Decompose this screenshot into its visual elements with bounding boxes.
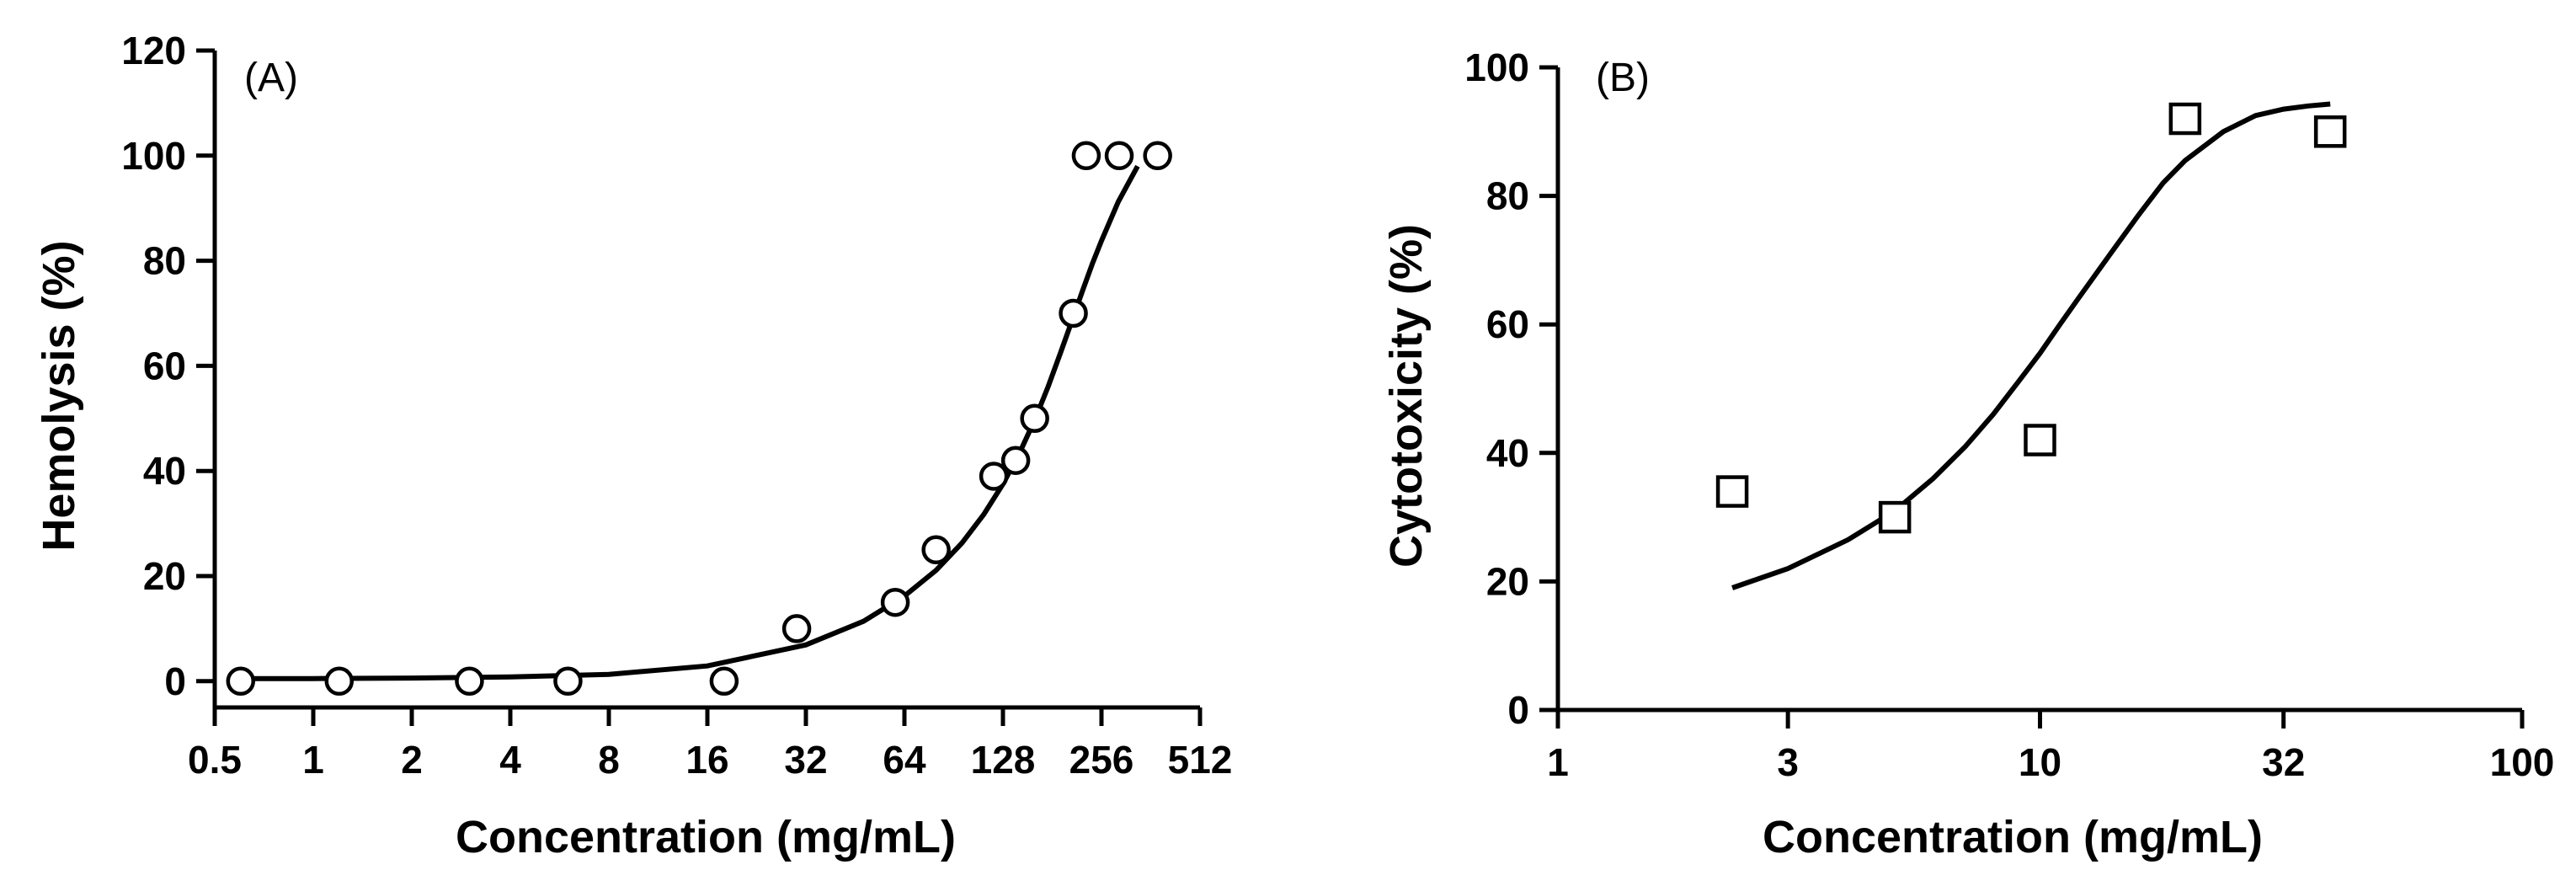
- x-tick-label: 128: [971, 738, 1036, 782]
- x-axis-title: Concentration (mg/mL): [1763, 812, 2263, 862]
- y-tick-label: 20: [1486, 559, 1529, 603]
- data-point: [2024, 424, 2056, 456]
- data-point: [1104, 141, 1134, 171]
- data-point: [979, 462, 1009, 491]
- fit-curve: [1731, 101, 2331, 590]
- x-tick-label: 1: [302, 738, 324, 782]
- y-axis-title: Hemolysis (%): [34, 240, 84, 551]
- data-point: [1059, 298, 1088, 328]
- fit-curve-group: [240, 164, 1140, 681]
- data-point: [1715, 475, 1749, 508]
- data-point: [2168, 102, 2202, 136]
- x-tick-label: 8: [598, 738, 620, 782]
- x-axis-title: Concentration (mg/mL): [456, 812, 956, 862]
- y-tick-label: 120: [121, 29, 186, 72]
- x-tick-label: 32: [784, 738, 827, 782]
- x-tick-label: 2: [401, 738, 423, 782]
- fit-curve-group: [1731, 101, 2331, 590]
- y-tick-label: 100: [1464, 45, 1529, 89]
- x-tick-label: 32: [2262, 740, 2305, 784]
- x-tick-label: 4: [499, 738, 521, 782]
- y-tick-label: 60: [1486, 302, 1529, 346]
- data-point: [1071, 141, 1101, 171]
- data-point: [1020, 403, 1049, 434]
- y-tick-label: 0: [1507, 688, 1529, 732]
- data-point: [921, 535, 951, 565]
- data-point: [324, 666, 355, 697]
- data-point: [1878, 500, 1912, 534]
- x-tick-label: 3: [1777, 740, 1799, 784]
- axes: 0 20 40 60 80 100 1 3 10 32 100: [1464, 45, 2554, 784]
- y-tick-label: 40: [1486, 431, 1529, 475]
- fit-curve: [240, 164, 1140, 681]
- x-tick-label: 64: [883, 738, 926, 782]
- y-axis-title: Cytotoxicity (%): [1381, 224, 1432, 568]
- data-point: [553, 666, 583, 697]
- y-tick-label: 60: [143, 344, 186, 387]
- data-point: [2313, 115, 2347, 148]
- data-point: [455, 666, 484, 697]
- y-tick-label: 0: [164, 659, 186, 703]
- y-tick-label: 40: [143, 449, 186, 493]
- axes: 0 20 40 60 80 100 120 0.5 1 2 4 8 16 32 64 128 256 512: [121, 29, 1232, 782]
- x-tick-label: 100: [2490, 740, 2555, 784]
- data-points: [1715, 102, 2347, 534]
- y-tick-label: 20: [143, 554, 186, 598]
- x-tick-label: 10: [2019, 740, 2061, 784]
- data-point: [1143, 141, 1172, 171]
- panel-label: (B): [1596, 56, 1650, 100]
- panel-label: (A): [244, 56, 298, 100]
- y-tick-label: 80: [1486, 174, 1529, 218]
- data-point: [226, 666, 256, 697]
- cytotoxicity-chart: (B) Concentration (mg/mL) Cytotoxicity (…: [1381, 45, 2554, 862]
- x-tick-label: 16: [685, 738, 728, 782]
- data-point: [781, 614, 812, 643]
- x-tick-label: 256: [1069, 738, 1134, 782]
- data-point: [709, 666, 739, 697]
- data-point: [1000, 446, 1031, 475]
- hemolysis-chart: (A) Concentration (mg/mL) Hemolysis (%) …: [34, 29, 1232, 862]
- x-tick-label: 1: [1547, 740, 1569, 784]
- x-tick-label: 0.5: [188, 738, 242, 782]
- data-points: [226, 141, 1172, 697]
- y-tick-label: 80: [143, 239, 186, 283]
- x-tick-label: 512: [1168, 738, 1233, 782]
- y-tick-label: 100: [121, 134, 186, 178]
- data-point: [880, 587, 910, 617]
